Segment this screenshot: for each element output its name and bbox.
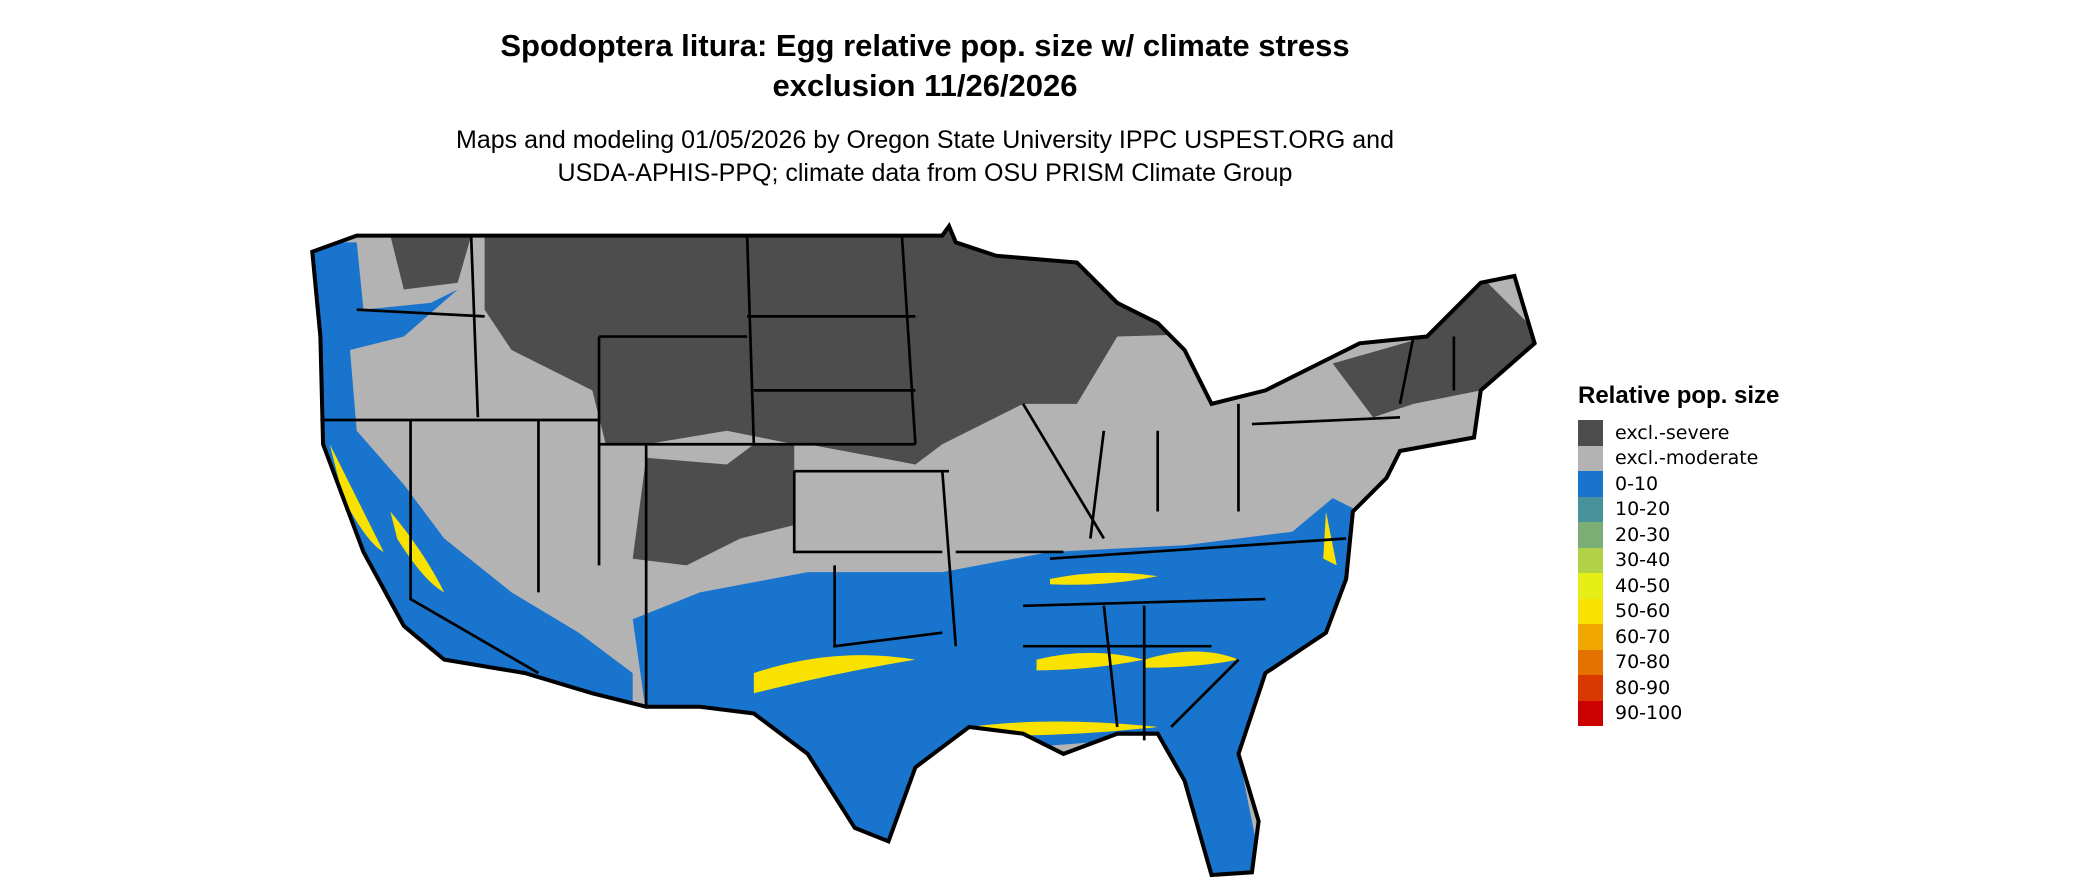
legend-label: 20-30 (1615, 523, 1671, 546)
legend-label: 70-80 (1615, 651, 1671, 674)
legend-label: 0-10 (1615, 472, 1659, 495)
legend-swatch (1578, 522, 1603, 548)
legend-item: excl.-moderate (1578, 445, 1779, 471)
legend-label: excl.-severe (1615, 421, 1730, 444)
legend-item: 10-20 (1578, 496, 1779, 522)
map-subtitle-line2: USDA-APHIS-PPQ; climate data from OSU PR… (557, 159, 1293, 187)
legend-swatch (1578, 573, 1603, 599)
legend-item: 30-40 (1578, 547, 1779, 573)
legend-item: 90-100 (1578, 700, 1779, 726)
legend-label: 10-20 (1615, 498, 1671, 521)
legend-item: 40-50 (1578, 573, 1779, 599)
legend-title: Relative pop. size (1578, 382, 1780, 409)
legend-swatch (1578, 471, 1603, 497)
map-title-line2: exclusion 11/26/2026 (772, 68, 1078, 103)
legend-label: 50-60 (1615, 600, 1671, 623)
legend-item: excl.-severe (1578, 420, 1779, 446)
region-excl-severe (484, 228, 1347, 566)
legend-swatch (1578, 624, 1603, 650)
legend-label: excl.-moderate (1615, 447, 1759, 470)
legend-swatch (1578, 598, 1603, 624)
legend-item: 70-80 (1578, 649, 1779, 675)
map-subtitle-line1: Maps and modeling 01/05/2026 by Oregon S… (456, 126, 1394, 154)
state-borders (310, 222, 1537, 878)
legend-swatch (1578, 649, 1603, 675)
legend-item: 80-90 (1578, 675, 1779, 701)
legend-label: 80-90 (1615, 676, 1671, 699)
legend-item: 50-60 (1578, 598, 1779, 624)
legend-swatch (1578, 496, 1603, 522)
legend-items: excl.-severe excl.-moderate 0-10 10-20 20-30… (1578, 420, 1779, 726)
legend-swatch (1578, 420, 1603, 446)
legend-swatch (1578, 445, 1603, 471)
legend-label: 60-70 (1615, 625, 1671, 648)
legend-item: 0-10 (1578, 471, 1779, 497)
legend-label: 30-40 (1615, 549, 1671, 572)
region-50-60-bands (329, 444, 1337, 736)
legend-item: 20-30 (1578, 522, 1779, 548)
legend-swatch (1578, 547, 1603, 573)
legend: Relative pop. size excl.-severe excl.-mod… (1578, 382, 1779, 726)
legend-label: 40-50 (1615, 574, 1671, 597)
map-title-line1: Spodoptera litura: Egg relative pop. siz… (500, 28, 1350, 63)
legend-swatch (1578, 700, 1603, 726)
region-excl-severe-west (390, 235, 472, 290)
legend-swatch (1578, 675, 1603, 701)
legend-item: 60-70 (1578, 624, 1779, 650)
legend-label: 90-100 (1615, 702, 1683, 725)
